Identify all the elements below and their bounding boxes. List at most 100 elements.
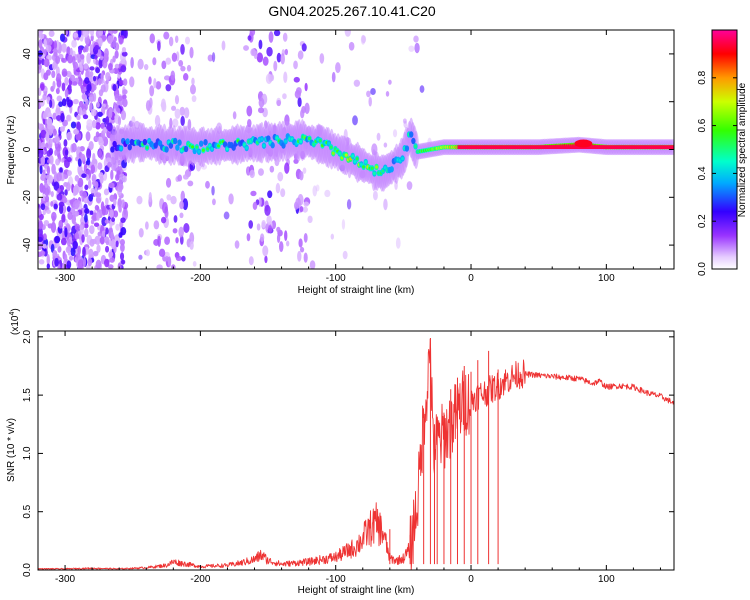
spectrogram-noise-speckle bbox=[262, 245, 269, 257]
spectrogram-noise-speckle bbox=[303, 252, 308, 263]
spectrogram-noise-speckle bbox=[184, 107, 190, 119]
spectrogram-noise-speckle bbox=[299, 246, 305, 253]
spectrogram-noise-speckle bbox=[179, 106, 186, 116]
spectrogram-noise-speckle bbox=[266, 215, 272, 225]
spectrogram-noise-speckle bbox=[293, 76, 300, 83]
spectrogram-noise-speckle bbox=[282, 32, 288, 42]
spectrogram-noise-speckle bbox=[352, 115, 358, 126]
spectrogram-noise-speckle bbox=[67, 250, 72, 256]
spectrogram-ridge-core bbox=[338, 151, 342, 156]
spectrogram-strong-ridge bbox=[457, 145, 674, 150]
spectrogram-noise-speckle bbox=[89, 238, 95, 247]
spectrogram-noise-speckle bbox=[74, 223, 80, 231]
spectrogram-noise-speckle bbox=[115, 173, 120, 181]
colorbar-frame bbox=[711, 29, 738, 270]
spectrogram-noise-speckle bbox=[86, 157, 91, 166]
spectrogram-ridge-cell bbox=[125, 138, 130, 145]
spectrogram-noise-speckle bbox=[43, 38, 47, 47]
spectrogram-noise-speckle bbox=[43, 58, 50, 67]
spectrogram-noise-speckle bbox=[113, 210, 119, 218]
spectrogram-noise-speckle bbox=[342, 250, 348, 260]
spectrogram-noise-speckle bbox=[84, 184, 89, 191]
spectrogram-noise-layer bbox=[38, 30, 432, 269]
spectrogram-noise-speckle bbox=[38, 122, 41, 129]
spectrogram-noise-speckle bbox=[66, 99, 73, 108]
snr-y-scale-exponent: 4 bbox=[9, 312, 16, 316]
spectrogram-noise-speckle bbox=[171, 105, 177, 111]
spectrogram-noise-speckle bbox=[258, 197, 262, 207]
spectrogram-noise-speckle bbox=[55, 158, 60, 166]
spectrogram-noise-speckle bbox=[122, 94, 127, 100]
spectrogram-noise-speckle bbox=[42, 209, 46, 216]
spectrogram-noise-speckle bbox=[79, 65, 84, 72]
spectrogram-noise-speckle bbox=[64, 88, 69, 98]
spectrogram-noise-speckle bbox=[120, 217, 126, 224]
spectrogram-noise-speckle bbox=[84, 77, 90, 85]
snr-y-tick-label: 0.0 bbox=[22, 563, 33, 577]
spectrogram-y-axis-label: Frequency (Hz) bbox=[6, 116, 17, 185]
spectrogram-noise-speckle bbox=[70, 121, 77, 129]
spectrogram-noise-speckle bbox=[191, 77, 195, 86]
spectrogram-noise-speckle bbox=[91, 119, 97, 129]
spectrogram-noise-speckle bbox=[64, 189, 68, 196]
spectrogram-noise-speckle bbox=[360, 34, 366, 45]
spectrogram-noise-speckle bbox=[109, 257, 115, 263]
snr-series-line bbox=[38, 338, 674, 570]
spectrogram-noise-speckle bbox=[183, 222, 190, 234]
colorbar-tick-label: 0.2 bbox=[697, 214, 708, 228]
spectrogram-noise-speckle bbox=[40, 173, 47, 179]
spectrogram-noise-speckle bbox=[223, 211, 230, 220]
spectrogram-noise-speckle bbox=[77, 177, 84, 188]
spectrogram-noise-speckle bbox=[86, 83, 92, 92]
spectrogram-noise-speckle bbox=[275, 182, 281, 194]
spectrogram-noise-speckle bbox=[76, 121, 82, 132]
spectrogram-ridge-core bbox=[414, 144, 418, 148]
spectrogram-noise-speckle bbox=[111, 217, 116, 223]
spectrogram-noise-speckle bbox=[58, 201, 65, 207]
spectrogram-noise-speckle bbox=[122, 175, 128, 183]
spectrogram-noise-speckle bbox=[419, 85, 425, 93]
spectrogram-ridge-core bbox=[145, 146, 149, 150]
spectrogram-noise-speckle bbox=[81, 93, 86, 100]
spectrogram-noise-speckle bbox=[120, 65, 127, 73]
spectrogram-noise-speckle bbox=[119, 239, 126, 246]
spectrogram-noise-speckle bbox=[112, 30, 118, 34]
spectrogram-ridge-core bbox=[307, 136, 311, 141]
spectrogram-noise-speckle bbox=[94, 55, 98, 60]
spectrogram-noise-speckle bbox=[53, 181, 60, 191]
spectrogram-noise-speckle bbox=[341, 219, 346, 230]
spectrogram-ridge-cell bbox=[222, 141, 228, 148]
spectrogram-noise-speckle bbox=[191, 95, 197, 103]
spectrogram-noise-speckle bbox=[77, 30, 82, 38]
spectrogram-ridge-cell bbox=[411, 137, 416, 145]
spectrogram-noise-speckle bbox=[101, 205, 106, 216]
spectrogram-noise-speckle bbox=[88, 140, 94, 151]
spectrogram-noise-speckle bbox=[54, 257, 59, 267]
spectrogram-noise-speckle bbox=[42, 243, 47, 249]
spectrogram-noise-speckle bbox=[182, 198, 189, 211]
spectrogram-noise-speckle bbox=[122, 89, 128, 95]
spectrogram-noise-speckle bbox=[86, 148, 92, 160]
spectrogram-noise-speckle bbox=[148, 192, 152, 203]
spectrogram-noise-speckle bbox=[45, 209, 51, 214]
spectrogram-noise-speckle bbox=[84, 213, 88, 223]
spectrogram-noise-speckle bbox=[344, 30, 351, 37]
spectrogram-noise-speckle bbox=[86, 52, 92, 65]
spectrogram-noise-speckle bbox=[40, 141, 46, 148]
spectrogram-noise-speckle bbox=[123, 30, 128, 39]
snr-x-tick-label: -200 bbox=[190, 574, 210, 585]
spectrogram-noise-speckle bbox=[97, 149, 103, 159]
spectrogram-noise-speckle bbox=[55, 107, 61, 116]
spectrogram-noise-speckle bbox=[89, 66, 95, 71]
spectrogram-noise-speckle bbox=[312, 185, 318, 197]
spectrogram-x-tick-label: -200 bbox=[190, 273, 210, 284]
spectrogram-noise-speckle bbox=[90, 108, 97, 117]
spectrogram-noise-speckle bbox=[117, 197, 122, 207]
spectrogram-noise-speckle bbox=[42, 111, 48, 120]
spectrogram-noise-speckle bbox=[304, 82, 308, 92]
spectrogram-noise-speckle bbox=[149, 85, 155, 97]
spectrogram-noise-speckle bbox=[246, 233, 251, 242]
spectrogram-noise-speckle bbox=[120, 110, 127, 121]
spectrogram-noise-speckle bbox=[271, 220, 277, 230]
spectrogram-noise-speckle bbox=[107, 35, 113, 44]
